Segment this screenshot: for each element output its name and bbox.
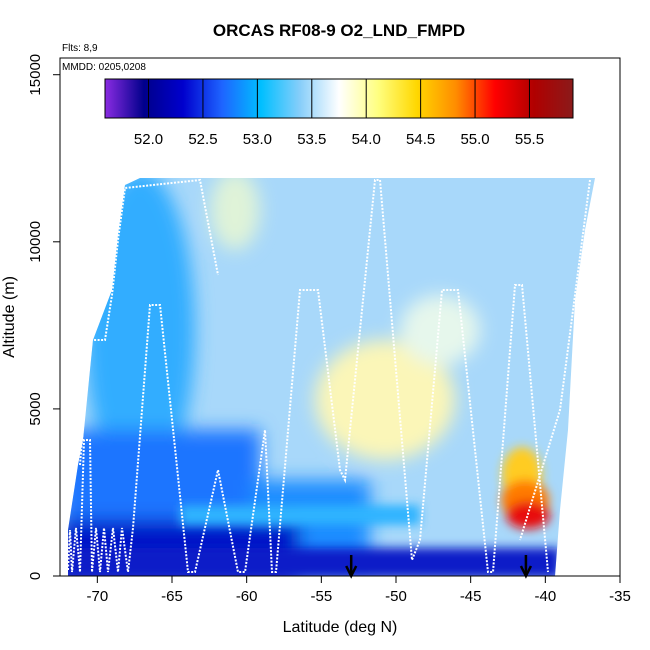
arrow-head xyxy=(345,565,358,579)
flight-track xyxy=(67,179,549,573)
lat-arrows xyxy=(345,555,533,579)
plot-frame xyxy=(59,57,621,577)
y-tick-label: 5000 xyxy=(27,392,44,425)
colorbar-tick-label: 55.0 xyxy=(460,131,489,148)
field-warm-upper xyxy=(210,178,260,250)
arrow-head xyxy=(519,565,533,579)
x-tick-label: -60 xyxy=(236,588,258,605)
chart-title: ORCAS RF08-9 O2_LND_FMPD xyxy=(213,21,465,40)
colorbar: 52.0 52.5 53.0 53.5 54.0 54.5 55.0 55.5 xyxy=(104,78,574,148)
colorbar-tick-label: 53.0 xyxy=(243,131,272,148)
colorbar-tick-label: 53.5 xyxy=(297,131,326,148)
colorbar-tick-label: 52.0 xyxy=(134,131,163,148)
data-field xyxy=(68,178,595,576)
x-axis-label: Latitude (deg N) xyxy=(283,619,398,636)
field-warm-core xyxy=(315,340,455,460)
upper-flight-track xyxy=(79,178,219,466)
field-cyan-layer xyxy=(180,505,420,525)
y-tick-label: 15000 xyxy=(27,54,44,96)
return-flight-track xyxy=(519,179,591,541)
colorbar-tick-label: 54.0 xyxy=(352,131,381,148)
x-tick-label: -55 xyxy=(310,588,332,605)
y-tick-label: 10000 xyxy=(27,221,44,263)
x-tick-label: -70 xyxy=(86,588,108,605)
y-tick-label: 0 xyxy=(27,572,44,580)
x-tick-label: -40 xyxy=(534,588,556,605)
x-tick-label: -50 xyxy=(385,588,407,605)
x-axis: -70 -65 -60 -55 -50 -45 -40 -35 xyxy=(86,576,631,605)
x-tick-label: -35 xyxy=(609,588,631,605)
y-axis-label: Altitude (m) xyxy=(1,276,18,358)
colorbar-tick-label: 55.5 xyxy=(515,131,544,148)
colorbar-gradient xyxy=(104,78,574,119)
colorbar-tick-label: 54.5 xyxy=(406,131,435,148)
field-warm-right xyxy=(400,295,480,365)
colorbar-tick-label: 52.5 xyxy=(188,131,217,148)
x-tick-label: -45 xyxy=(460,588,482,605)
y-axis: 0 5000 10000 15000 xyxy=(27,54,60,580)
x-tick-label: -65 xyxy=(161,588,183,605)
flights-annotation: Flts: 8,9 xyxy=(62,43,98,54)
field-hotspot-red xyxy=(506,501,550,529)
date-annotation: MMDD: 0205,0208 xyxy=(62,62,146,73)
field-bottom-band xyxy=(68,548,560,576)
colorbar-ticks: 52.0 52.5 53.0 53.5 54.0 54.5 55.0 55.5 xyxy=(134,79,544,148)
